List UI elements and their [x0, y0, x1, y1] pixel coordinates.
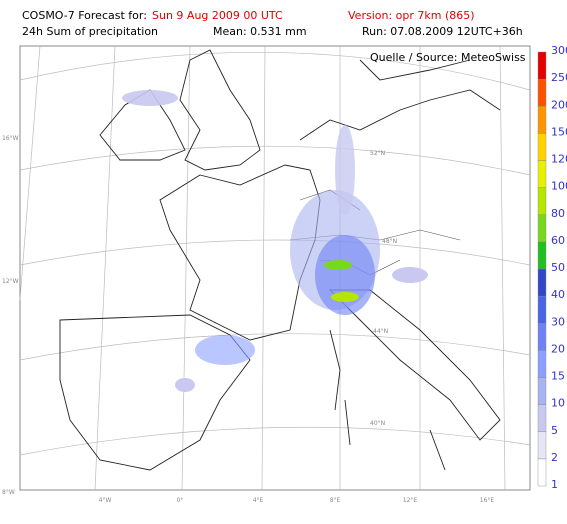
- colorbar-bin: [537, 431, 547, 460]
- colorbar-bin: [537, 78, 547, 107]
- lon-label: 0°: [177, 497, 184, 504]
- colorbar-label: 2: [551, 451, 558, 464]
- colorbar-bin: [537, 404, 547, 432]
- lat-label: 52°N: [370, 150, 385, 157]
- colorbar-label: 30: [551, 315, 565, 328]
- colorbar-label: 1: [551, 478, 558, 491]
- colorbar-label: 200: [551, 98, 567, 111]
- colorbar-bin: [537, 458, 547, 487]
- colorbar-bin: [537, 133, 547, 161]
- colorbar-bin: [537, 106, 547, 134]
- colorbar-bin: [537, 214, 547, 243]
- colorbar-bin: [537, 160, 547, 188]
- lat-label: 44°N: [373, 328, 388, 335]
- product: 24h Sum of precipitation: [22, 25, 158, 38]
- colorbar-bin: [537, 377, 547, 405]
- colorbar-label: 50: [551, 261, 565, 274]
- lon-label: 12°E: [403, 497, 418, 504]
- colorbar-bin: [537, 51, 547, 80]
- colorbar-bin: [537, 350, 547, 378]
- run: Run: 07.08.2009 12UTC+36h: [362, 25, 523, 38]
- mean: Mean: 0.531 mm: [213, 25, 307, 38]
- colorbar-bin: [537, 187, 547, 215]
- lon-label: 8°E: [330, 497, 341, 504]
- map: [19, 45, 531, 491]
- lat-label: 48°N: [382, 238, 397, 245]
- lon-label: 8°W: [2, 489, 15, 496]
- colorbar-label: 250: [551, 71, 567, 84]
- precipitation: [122, 90, 428, 392]
- source: Quelle / Source: MeteoSwiss: [370, 51, 526, 64]
- colorbar-label: 40: [551, 288, 565, 301]
- colorbar-label: 60: [551, 234, 565, 247]
- colorbar-label: 100: [551, 180, 567, 193]
- lon-label: 12°W: [2, 278, 19, 285]
- forecast-time: Sun 9 Aug 2009 00 UTC: [152, 9, 283, 22]
- colorbar-bin: [537, 323, 547, 351]
- colorbar-label: 10: [551, 397, 565, 410]
- colorbar-bin: [537, 241, 547, 270]
- title-prefix: COSMO-7 Forecast for:: [22, 9, 147, 22]
- version: Version: opr 7km (865): [348, 9, 475, 22]
- colorbar-label: 5: [551, 424, 558, 437]
- colorbar-label: 20: [551, 342, 565, 355]
- colorbar-label: 150: [551, 125, 567, 138]
- colorbar-label: 15: [551, 370, 565, 383]
- lon-label: 4°E: [253, 497, 264, 504]
- colorbar-bin: [537, 295, 547, 324]
- lat-label: 40°N: [370, 420, 385, 427]
- colorbar-bin: [537, 268, 547, 297]
- lon-label: 16°E: [480, 497, 495, 504]
- lon-label: 4°W: [99, 497, 112, 504]
- colorbar-label: 300: [551, 44, 567, 57]
- colorbar-label: 80: [551, 207, 565, 220]
- lon-label: 16°W: [2, 135, 19, 142]
- colorbar-label: 120: [551, 153, 567, 166]
